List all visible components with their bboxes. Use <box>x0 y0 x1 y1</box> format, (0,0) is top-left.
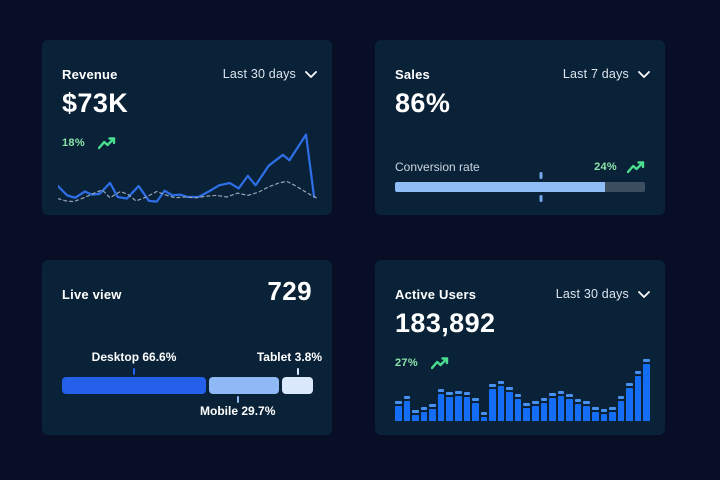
active-users-value: 183,892 <box>395 308 496 338</box>
revenue-value: $73K <box>62 88 129 118</box>
bar <box>566 393 573 421</box>
conversion-rate-row: Conversion rate 24% <box>395 160 645 174</box>
revenue-delta-value: 18% <box>62 137 85 149</box>
progress-track <box>395 182 645 192</box>
live-view-card-header: Live view <box>62 276 317 313</box>
bar <box>437 389 445 421</box>
revenue-period-label: Last 30 days <box>222 67 296 82</box>
active-users-delta: 27% <box>395 356 449 370</box>
revenue-card: Revenue Last 30 days $73K 18% <box>42 40 332 215</box>
active-users-card-header: Active Users Last 30 days <box>395 276 650 313</box>
desktop-segment <box>62 377 206 394</box>
bar <box>420 407 428 421</box>
sales-value: 86% <box>395 88 451 118</box>
active-users-delta-value: 27% <box>395 357 418 369</box>
conversion-rate-label: Conversion rate <box>395 160 480 174</box>
bar <box>557 391 565 421</box>
live-view-value: 729 <box>267 276 312 306</box>
sales-period-label: Last 7 days <box>562 67 629 82</box>
desktop-share-label: Desktop 66.6% <box>91 350 177 364</box>
bar <box>591 406 599 421</box>
tablet-share-label: Tablet 3.8% <box>256 350 322 364</box>
sales-card: Sales Last 7 days 86% Conversion rate 24… <box>375 40 665 215</box>
bar <box>403 396 411 421</box>
progress-target-marker-bottom <box>539 195 543 202</box>
revenue-delta: 18% <box>62 136 116 150</box>
bar <box>532 400 539 421</box>
revenue-line-chart <box>58 133 318 203</box>
bar <box>489 384 496 421</box>
active-users-period-label: Last 30 days <box>555 287 629 302</box>
bar <box>506 386 513 421</box>
active-users-card-title: Active Users <box>395 286 477 302</box>
progress-target-marker-top <box>539 172 543 179</box>
sales-card-header: Sales Last 7 days <box>395 56 650 93</box>
bar <box>617 396 625 421</box>
trend-up-icon <box>430 357 449 370</box>
bar <box>395 401 402 421</box>
device-split-bar: Desktop 66.6% Tablet 3.8% Mobile 29.7% <box>62 350 322 418</box>
bar <box>514 393 522 421</box>
active-users-card: Active Users Last 30 days 183,892 27% <box>375 260 665 435</box>
progress-fill <box>395 182 605 192</box>
bar <box>472 398 479 421</box>
mobile-share-label: Mobile 29.7% <box>200 404 276 418</box>
bar <box>574 398 582 421</box>
bar <box>643 359 650 421</box>
sales-delta: 24% <box>594 160 645 174</box>
bar <box>540 398 548 421</box>
bar <box>497 381 505 421</box>
revenue-card-title: Revenue <box>62 66 118 82</box>
bar <box>454 390 462 421</box>
trend-up-icon <box>97 137 116 150</box>
desktop-label-tick <box>133 368 136 375</box>
chevron-down-icon <box>305 70 317 78</box>
trend-up-icon <box>627 161 645 174</box>
chevron-down-icon <box>638 290 650 298</box>
sales-delta-value: 24% <box>594 161 617 173</box>
active-users-bar-chart <box>395 359 650 421</box>
live-view-card: Live view 729 Desktop 66.6% Tablet 3.8% … <box>42 260 332 435</box>
bar <box>549 393 556 421</box>
live-view-card-title: Live view <box>62 286 122 302</box>
bar <box>480 412 488 421</box>
revenue-period-selector[interactable]: Last 30 days <box>223 67 317 81</box>
bar <box>429 403 436 421</box>
bar <box>583 401 590 421</box>
conversion-progress <box>395 172 645 202</box>
sales-period-selector[interactable]: Last 7 days <box>563 67 650 81</box>
bar <box>523 403 530 421</box>
bar <box>600 409 608 421</box>
tablet-segment <box>281 377 313 394</box>
tablet-label-tick <box>296 368 299 375</box>
bar <box>463 391 471 421</box>
revenue-card-header: Revenue Last 30 days <box>62 56 317 93</box>
bar <box>446 392 453 421</box>
bar <box>412 409 419 421</box>
bar <box>609 407 616 421</box>
bar <box>626 382 633 421</box>
sales-card-title: Sales <box>395 66 430 82</box>
mobile-label-tick <box>236 396 239 403</box>
active-users-period-selector[interactable]: Last 30 days <box>556 287 650 301</box>
mobile-segment <box>208 377 279 394</box>
bar <box>634 371 642 421</box>
chevron-down-icon <box>638 70 650 78</box>
